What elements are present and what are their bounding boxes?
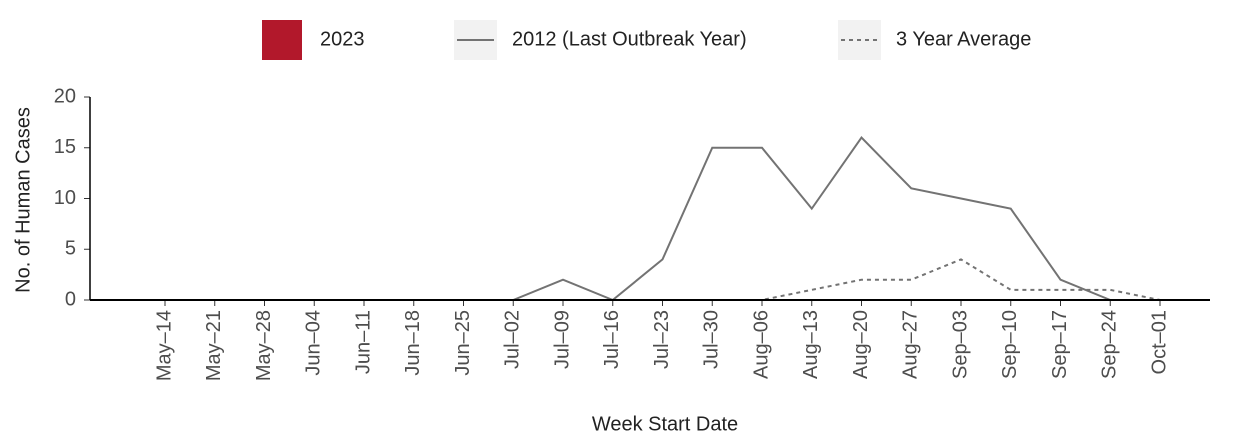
y-tick-label: 10	[54, 187, 76, 209]
y-tick-label: 5	[65, 238, 76, 260]
x-tick-label: Oct–01	[1148, 310, 1170, 374]
x-tick-label: Aug–27	[900, 310, 922, 379]
y-axis-title: No. of Human Cases	[12, 107, 34, 293]
legend-key	[262, 20, 302, 60]
legend-label: 2012 (Last Outbreak Year)	[512, 28, 747, 50]
x-tick-label: Sep–03	[949, 310, 971, 379]
x-tick-label: May–14	[153, 310, 175, 381]
legend-label: 2023	[320, 28, 365, 50]
x-tick-label: Jul–09	[551, 310, 573, 369]
x-tick-label: May–21	[203, 310, 225, 381]
legend-label: 3 Year Average	[896, 28, 1031, 50]
line-series	[165, 258, 1161, 301]
x-tick-label: Jul–30	[701, 310, 723, 369]
x-tick-label: May–28	[253, 310, 275, 381]
x-tick-label: Jun–11	[352, 310, 374, 374]
x-tick-label: Sep–24	[1099, 310, 1121, 379]
line-series	[165, 136, 1111, 302]
x-tick-label: Aug–13	[800, 310, 822, 379]
x-tick-label: Jul–16	[601, 310, 623, 369]
y-tick-label: 0	[65, 288, 76, 310]
x-tick-label: Aug–20	[850, 310, 872, 379]
x-tick-label: Jun–04	[303, 310, 325, 376]
x-tick-label: Sep–10	[999, 310, 1021, 379]
x-tick-label: Sep–17	[1049, 310, 1071, 379]
x-axis-title: Week Start Date	[592, 413, 738, 435]
x-tick-label: Jul–23	[651, 310, 673, 369]
x-tick-label: Aug–06	[750, 310, 772, 379]
y-tick-label: 20	[54, 85, 76, 107]
x-tick-label: Jun–18	[402, 310, 424, 376]
y-tick-label: 15	[54, 136, 76, 158]
x-tick-label: Jun–25	[452, 310, 474, 376]
x-tick-label: Jul–02	[502, 310, 524, 369]
